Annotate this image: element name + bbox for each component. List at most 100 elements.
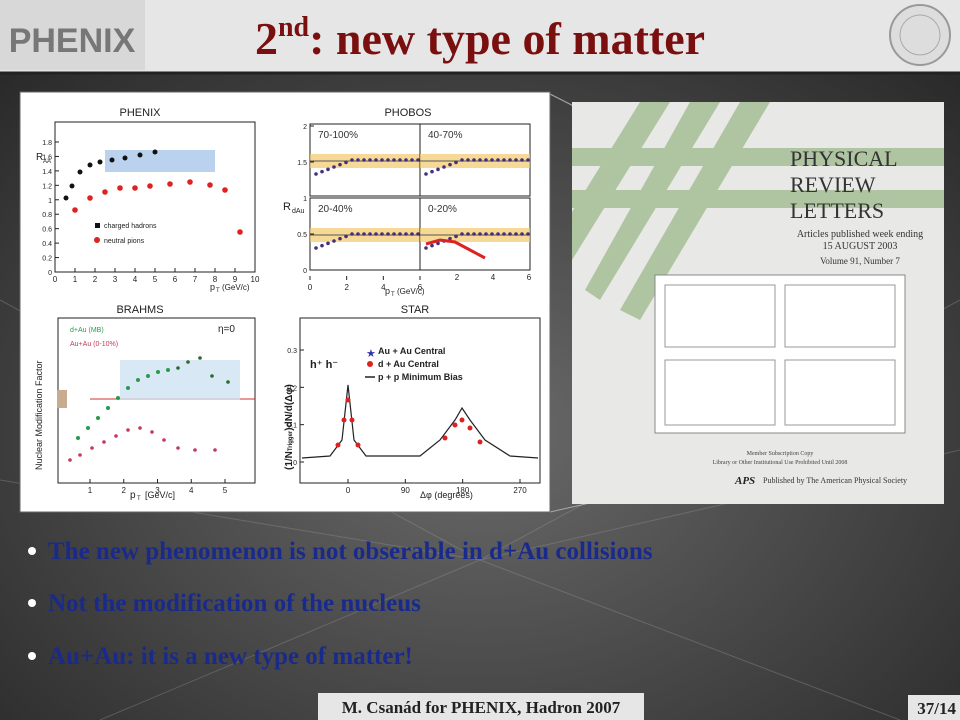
marker (430, 243, 434, 248)
bullet: Not the modification of the nucleus (48, 590, 421, 617)
legend-marker (95, 223, 100, 228)
slide-title: 2nd: new type of matter (255, 12, 705, 64)
marker (410, 232, 414, 236)
marker (150, 430, 154, 434)
marker (380, 158, 384, 162)
cover-figure (654, 274, 906, 434)
tick-label: 0 (308, 283, 313, 292)
marker (514, 158, 518, 162)
marker (526, 158, 530, 162)
marker (526, 232, 530, 236)
marker (355, 442, 361, 448)
marker (508, 232, 512, 236)
tick-label: 0.8 (42, 212, 52, 219)
figure-label: R (36, 152, 43, 163)
tick-label: 0.2 (42, 256, 52, 263)
footer-box (318, 693, 644, 720)
tick-label: 9 (233, 275, 238, 284)
page-number: 37/14 (917, 699, 956, 718)
marker (117, 185, 123, 191)
band (105, 150, 215, 172)
tick-label: 270 (513, 486, 527, 495)
legend-label: Au + Au Central (378, 346, 445, 356)
tick-label: 2 (303, 124, 307, 131)
marker (132, 185, 138, 191)
marker (490, 158, 494, 162)
legend-label: p + p Minimum Bias (378, 372, 463, 382)
tick-label: 6 (418, 283, 423, 292)
marker (350, 232, 354, 236)
marker (106, 406, 110, 410)
marker (138, 426, 142, 430)
marker (349, 417, 355, 423)
marker (314, 172, 318, 176)
marker (332, 239, 336, 243)
marker (514, 232, 518, 236)
marker (210, 374, 214, 378)
cover-title: PHYSICAL (790, 146, 898, 171)
marker (320, 169, 324, 174)
panel-title: PHENIX (120, 107, 162, 119)
band (57, 390, 67, 408)
marker (502, 232, 506, 236)
tick-label: 0 (303, 268, 307, 275)
tick-label: 0 (346, 486, 351, 495)
figure-label: Δφ (degrees) (420, 490, 473, 500)
figure-label: Nuclear Modification Factor (34, 360, 44, 470)
marker (356, 158, 360, 162)
marker (222, 187, 228, 193)
cover-text: Published by The American Physical Socie… (763, 476, 907, 485)
bullet: Au+Au: it is a new type of matter! (48, 643, 413, 670)
university-seal (889, 4, 951, 66)
tick-label: 1 (73, 275, 78, 284)
marker (448, 162, 452, 167)
tick-label: 1.8 (42, 140, 52, 147)
tick-label: 180 (456, 486, 470, 495)
marker (344, 234, 348, 239)
curve (301, 384, 539, 459)
marker (341, 417, 347, 423)
marker (102, 189, 108, 195)
legend-marker (367, 361, 373, 367)
marker (187, 179, 193, 185)
plot-frame (299, 317, 541, 484)
marker (472, 232, 476, 236)
marker (78, 453, 82, 457)
marker (496, 232, 500, 236)
marker (467, 425, 473, 431)
figure-label: )dN/d(Δφ) (284, 384, 295, 431)
tick-label: 0 (293, 460, 297, 467)
marker (472, 158, 476, 162)
tick-label: 1.6 (42, 154, 52, 161)
marker (442, 435, 448, 441)
tick-label: 1.5 (297, 160, 307, 167)
marker (478, 158, 482, 162)
marker (162, 438, 166, 442)
marker (416, 232, 420, 236)
centrality-label: 70-100% (318, 130, 358, 141)
tick-label: 0 (48, 270, 52, 277)
title-rest: : new type of matter (309, 13, 705, 64)
marker (398, 158, 402, 162)
marker (237, 229, 243, 235)
figure-label: p (385, 286, 390, 296)
figure-label: Trigger (288, 430, 294, 451)
marker (63, 195, 69, 201)
tick-label: 0.6 (42, 227, 52, 234)
cover-stripes (572, 102, 944, 320)
marker (344, 160, 348, 165)
marker (466, 158, 470, 162)
tick-label: 5 (153, 275, 158, 284)
marker (386, 158, 390, 162)
tick-label: 4 (189, 486, 194, 495)
marker (484, 158, 488, 162)
cover-text: 15 AUGUST 2003 (823, 241, 898, 252)
panel-title: BRAHMS (116, 304, 163, 316)
marker (380, 232, 384, 236)
tick-label: 1 (88, 486, 93, 495)
marker (338, 162, 342, 167)
marker (156, 370, 160, 374)
page-box (908, 695, 960, 720)
marker (404, 232, 408, 236)
